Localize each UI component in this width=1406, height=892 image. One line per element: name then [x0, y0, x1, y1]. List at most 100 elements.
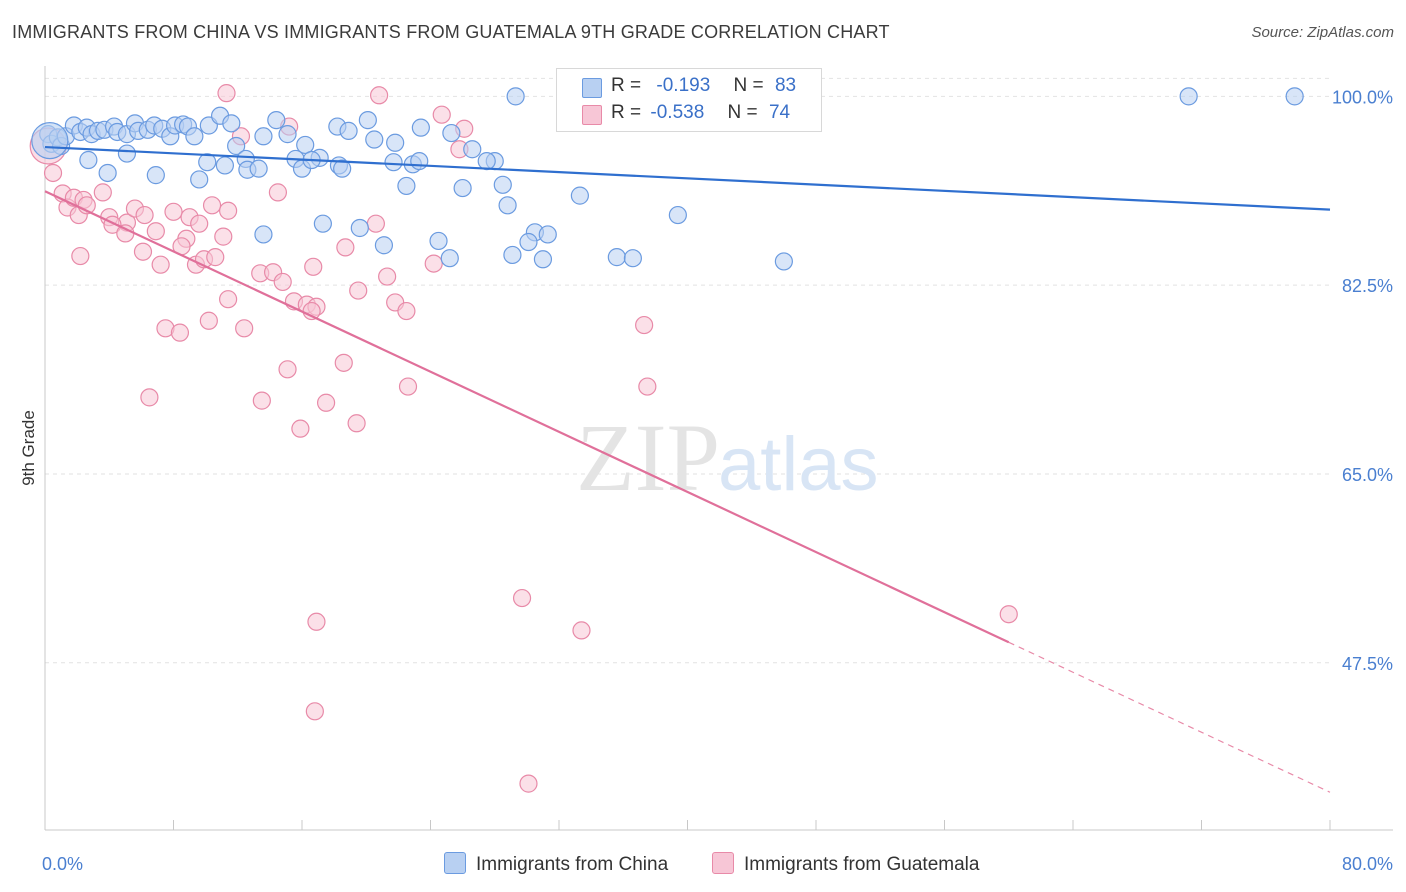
- point-guatemala: [638, 377, 657, 396]
- point-china: [538, 225, 557, 244]
- point-china: [296, 135, 315, 155]
- legend-row-guatemala: R = -0.538 N = 74: [582, 102, 791, 125]
- point-china: [519, 232, 538, 252]
- trend-line-guatemala: [44, 190, 1010, 644]
- point-guatemala: [397, 301, 416, 321]
- point-guatemala: [151, 255, 170, 274]
- point-guatemala: [398, 377, 418, 396]
- point-china: [339, 121, 358, 140]
- point-guatemala: [170, 323, 190, 342]
- point-china: [1285, 87, 1304, 106]
- point-china: [453, 178, 472, 198]
- trend-line-china: [44, 145, 1331, 211]
- point-guatemala: [512, 588, 532, 608]
- point-guatemala: [43, 163, 63, 183]
- point-china: [1179, 87, 1198, 106]
- point-china: [365, 130, 384, 149]
- point-china: [493, 175, 512, 194]
- point-guatemala: [999, 605, 1018, 624]
- point-china: [410, 151, 429, 171]
- legend-swatch-china: [582, 78, 602, 98]
- point-guatemala: [116, 224, 135, 243]
- bottom-legend-guatemala: Immigrants from Guatemala: [712, 852, 979, 876]
- point-guatemala: [291, 419, 310, 438]
- point-guatemala: [135, 205, 154, 225]
- source-label: Source: ZipAtlas.com: [1251, 24, 1394, 41]
- point-guatemala: [214, 227, 233, 246]
- point-china: [668, 205, 687, 225]
- point-large-china: [31, 122, 69, 160]
- point-china: [267, 111, 286, 130]
- point-guatemala: [190, 214, 209, 233]
- point-china: [117, 144, 137, 163]
- point-china: [774, 252, 793, 271]
- axis-labels: 47.5% 65.0% 82.5% 100.0% 0.0% 80.0% 9th Grade: [19, 87, 1393, 874]
- series-china: [31, 87, 1304, 271]
- point-guatemala: [316, 393, 336, 412]
- point-china: [503, 245, 522, 265]
- point-guatemala: [366, 214, 385, 233]
- point-china: [215, 156, 234, 175]
- y-tick-label: 100.0%: [1332, 87, 1393, 107]
- point-guatemala: [93, 183, 112, 202]
- legend-row-china: R = -0.193 N = 83: [582, 75, 797, 98]
- point-guatemala: [304, 257, 323, 276]
- stats-legend: R = -0.193 N = 83 R = -0.538 N = 74: [556, 68, 822, 132]
- watermark-atlas: atlas: [718, 422, 879, 507]
- point-guatemala: [334, 353, 353, 372]
- point-guatemala: [278, 360, 297, 379]
- y-axis-label: 9th Grade: [19, 410, 38, 486]
- legend-r-label-china: R =: [611, 75, 642, 96]
- legend-r-label-guatemala: R =: [611, 102, 642, 123]
- point-guatemala: [219, 290, 238, 309]
- point-china: [477, 151, 496, 171]
- point-china: [429, 231, 448, 251]
- bottom-legend-swatch-china: [444, 852, 466, 874]
- point-china: [440, 249, 459, 268]
- point-guatemala: [71, 246, 90, 266]
- point-guatemala: [572, 621, 591, 640]
- point-china: [506, 87, 525, 106]
- point-guatemala: [378, 267, 397, 286]
- point-guatemala: [268, 183, 288, 202]
- trend-line-guatemala-extrapolated: [1008, 641, 1331, 793]
- trend-lines: [44, 145, 1331, 793]
- point-china: [386, 133, 405, 152]
- point-guatemala: [432, 105, 451, 124]
- grid-lines: [45, 77, 1330, 664]
- point-guatemala: [219, 201, 238, 220]
- point-guatemala: [370, 86, 389, 105]
- point-china: [384, 153, 403, 172]
- point-china: [79, 150, 98, 170]
- point-china: [249, 159, 268, 178]
- bottom-legend-swatch-guatemala: [712, 852, 734, 874]
- point-china: [463, 140, 482, 159]
- point-china: [254, 127, 273, 146]
- point-guatemala: [424, 254, 443, 273]
- point-china: [254, 225, 273, 244]
- point-guatemala: [140, 388, 159, 407]
- point-guatemala: [336, 238, 355, 257]
- x-tick-label-max: 80.0%: [1342, 854, 1393, 874]
- point-china: [358, 111, 377, 130]
- legend-r-value-china: -0.193: [656, 75, 711, 96]
- point-guatemala: [273, 272, 292, 292]
- point-guatemala: [519, 774, 538, 793]
- point-china: [222, 114, 241, 133]
- point-china: [498, 196, 517, 215]
- point-china: [623, 249, 642, 268]
- y-tick-label: 82.5%: [1342, 276, 1393, 296]
- legend-n-value-guatemala: 74: [768, 102, 791, 123]
- legend-n-value-china: 83: [774, 75, 797, 96]
- legend-n-label-china: N =: [733, 75, 764, 96]
- point-china: [313, 214, 332, 233]
- point-china: [333, 159, 352, 178]
- point-china: [397, 176, 416, 196]
- watermark-zip: ZIP: [576, 404, 720, 511]
- point-guatemala: [235, 319, 254, 338]
- bottom-legend-label-china: Immigrants from China: [476, 854, 669, 875]
- point-china: [227, 136, 246, 156]
- point-guatemala: [305, 702, 324, 721]
- point-china: [607, 248, 626, 267]
